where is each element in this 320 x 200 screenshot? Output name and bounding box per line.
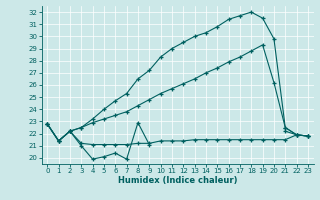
X-axis label: Humidex (Indice chaleur): Humidex (Indice chaleur) (118, 176, 237, 185)
